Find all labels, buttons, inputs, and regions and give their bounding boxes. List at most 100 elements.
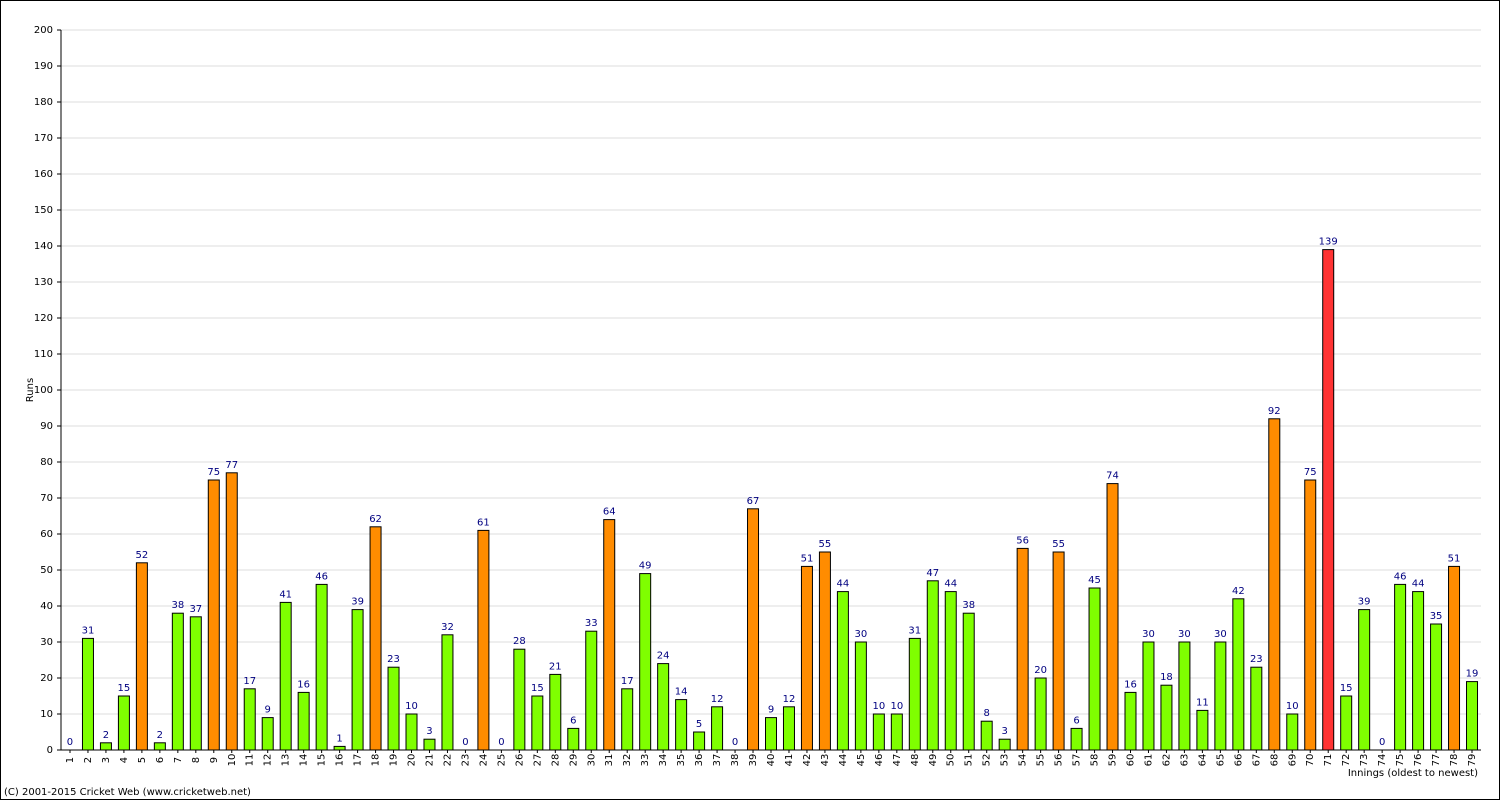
bar xyxy=(405,713,418,751)
x-tick-label: 58 xyxy=(1090,754,1101,767)
bar xyxy=(603,519,616,751)
value-label: 75 xyxy=(207,467,220,478)
bar xyxy=(980,720,993,751)
x-tick-label: 33 xyxy=(640,754,651,767)
value-label: 30 xyxy=(855,629,868,640)
x-tick-label: 23 xyxy=(460,754,471,767)
x-tick-label: 16 xyxy=(335,754,346,767)
bar xyxy=(1088,587,1101,751)
bar xyxy=(1304,479,1317,751)
x-tick-label: 18 xyxy=(371,754,382,767)
value-label: 44 xyxy=(837,579,850,590)
bar xyxy=(1412,591,1425,751)
x-tick-label: 34 xyxy=(658,754,669,767)
bar xyxy=(189,616,202,751)
bar xyxy=(747,508,760,751)
x-tick-label: 7 xyxy=(173,757,184,763)
bar xyxy=(872,713,885,751)
value-label: 30 xyxy=(1214,629,1227,640)
y-tick-label: 180 xyxy=(34,97,53,108)
x-tick-label: 39 xyxy=(748,754,759,767)
y-tick-label: 110 xyxy=(34,349,53,360)
bar xyxy=(315,583,328,751)
x-tick-label: 40 xyxy=(766,754,777,767)
value-label: 77 xyxy=(225,460,238,471)
bar xyxy=(675,699,688,751)
value-label: 2 xyxy=(103,730,109,741)
value-label: 3 xyxy=(426,726,432,737)
value-label: 44 xyxy=(1412,579,1425,590)
value-label: 23 xyxy=(1250,654,1263,665)
x-tick-label: 55 xyxy=(1036,754,1047,767)
bar xyxy=(1070,727,1083,751)
value-label: 139 xyxy=(1319,237,1338,248)
y-tick-label: 100 xyxy=(34,385,53,396)
x-tick-label: 48 xyxy=(910,754,921,767)
bar xyxy=(1358,609,1371,751)
x-tick-label: 11 xyxy=(245,754,256,767)
y-tick-label: 160 xyxy=(34,169,53,180)
bar xyxy=(441,634,454,751)
bar xyxy=(477,529,490,751)
value-label: 9 xyxy=(768,705,774,716)
y-tick-label: 60 xyxy=(40,529,53,540)
value-label: 62 xyxy=(369,514,382,525)
value-label: 30 xyxy=(1142,629,1155,640)
y-tick-label: 0 xyxy=(47,745,53,756)
bar xyxy=(1430,623,1443,751)
x-tick-label: 32 xyxy=(622,754,633,767)
x-tick-label: 44 xyxy=(838,754,849,767)
x-tick-label: 31 xyxy=(604,754,615,767)
x-tick-label: 69 xyxy=(1287,754,1298,767)
x-tick-label: 24 xyxy=(478,754,489,767)
x-tick-label: 53 xyxy=(1000,754,1011,767)
bar xyxy=(836,591,849,751)
y-tick-label: 130 xyxy=(34,277,53,288)
x-tick-label: 9 xyxy=(209,757,220,763)
bar xyxy=(1160,684,1173,751)
bar xyxy=(171,612,184,751)
x-tick-label: 74 xyxy=(1377,754,1388,767)
value-label: 10 xyxy=(890,701,903,712)
footer: (C) 2001-2015 Cricket Web (www.cricketwe… xyxy=(4,787,251,798)
x-tick-label: 78 xyxy=(1449,754,1460,767)
value-label: 6 xyxy=(1073,715,1079,726)
x-tick-label: 79 xyxy=(1467,754,1478,767)
x-tick-label: 36 xyxy=(694,754,705,767)
value-label: 51 xyxy=(1448,553,1461,564)
x-tick-label: 63 xyxy=(1179,754,1190,767)
bar xyxy=(207,479,220,751)
bar xyxy=(135,562,148,751)
y-tick-label: 90 xyxy=(40,421,53,432)
x-tick-label: 37 xyxy=(712,754,723,767)
value-label: 23 xyxy=(387,654,400,665)
value-label: 18 xyxy=(1160,672,1173,683)
bar xyxy=(1250,666,1263,751)
value-label: 0 xyxy=(732,737,738,748)
value-label: 49 xyxy=(639,561,652,572)
x-tick-label: 43 xyxy=(820,754,831,767)
y-tick-label: 40 xyxy=(40,601,53,612)
value-label: 56 xyxy=(1016,535,1029,546)
bar xyxy=(1178,641,1191,751)
value-label: 31 xyxy=(82,625,95,636)
bar xyxy=(711,706,724,751)
value-label: 45 xyxy=(1088,575,1101,586)
x-tick-label: 62 xyxy=(1161,754,1172,767)
bar xyxy=(153,742,166,751)
bar xyxy=(765,717,777,751)
value-label: 11 xyxy=(1196,697,1209,708)
x-tick-label: 25 xyxy=(496,754,507,767)
y-axis-title: Runs xyxy=(25,378,36,402)
bar xyxy=(621,688,634,751)
x-tick-label: 50 xyxy=(946,754,957,767)
value-label: 28 xyxy=(513,636,526,647)
x-tick-label: 12 xyxy=(263,754,274,767)
x-tick-label: 64 xyxy=(1197,754,1208,767)
value-label: 46 xyxy=(315,571,328,582)
bar xyxy=(962,612,975,751)
bar xyxy=(1322,249,1335,751)
x-axis-title: Innings (oldest to newest) xyxy=(1348,768,1478,779)
x-tick-label: 57 xyxy=(1072,754,1083,767)
